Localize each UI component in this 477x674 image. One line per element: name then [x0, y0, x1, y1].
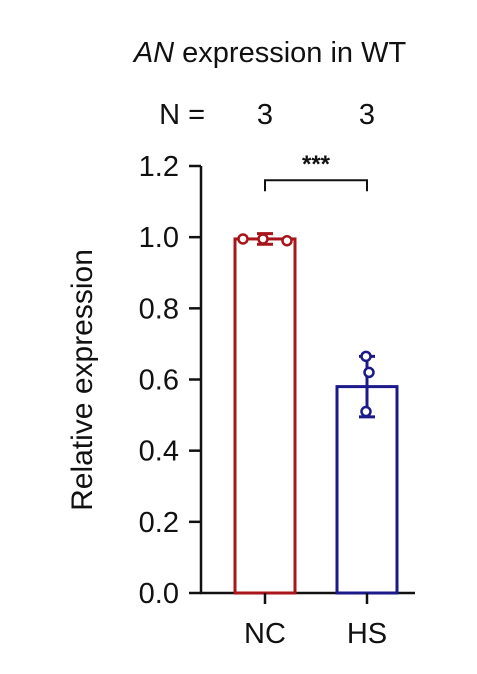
chart-title: AN expression in WT [132, 37, 407, 69]
y-ticks: 0.0 0.2 0.4 0.6 0.8 1.0 1.2 [139, 151, 201, 610]
n-value-hs: 3 [359, 99, 375, 131]
y-tick-label: 0.4 [139, 436, 179, 468]
y-tick-label: 1.2 [139, 151, 179, 183]
title-rest: expression in WT [174, 37, 406, 69]
significance-bracket [264, 179, 368, 192]
n-label: N = [159, 99, 205, 131]
y-tick-label: 0.2 [139, 507, 179, 539]
title-gene-name: AN [132, 37, 174, 69]
n-value-nc: 3 [257, 99, 273, 131]
error-bars-group [257, 232, 375, 419]
y-tick-label: 0.8 [139, 293, 179, 325]
data-points-group [237, 233, 375, 418]
data-point [237, 233, 249, 245]
y-tick-label: 0.0 [139, 578, 179, 610]
data-point [281, 234, 293, 247]
data-point [363, 366, 375, 379]
data-point [257, 233, 269, 245]
x-tick-label-hs: HS [347, 618, 387, 650]
y-tick-label: 1.0 [139, 222, 179, 254]
y-axis-label: Relative expression [66, 249, 99, 511]
data-point [360, 405, 372, 418]
y-tick-label: 0.6 [139, 365, 179, 397]
significance-stars: *** [302, 151, 331, 178]
data-point [360, 350, 372, 363]
bar-nc [233, 237, 297, 595]
x-tick-label-nc: NC [244, 618, 286, 650]
x-ticks: NC HS [244, 593, 387, 650]
